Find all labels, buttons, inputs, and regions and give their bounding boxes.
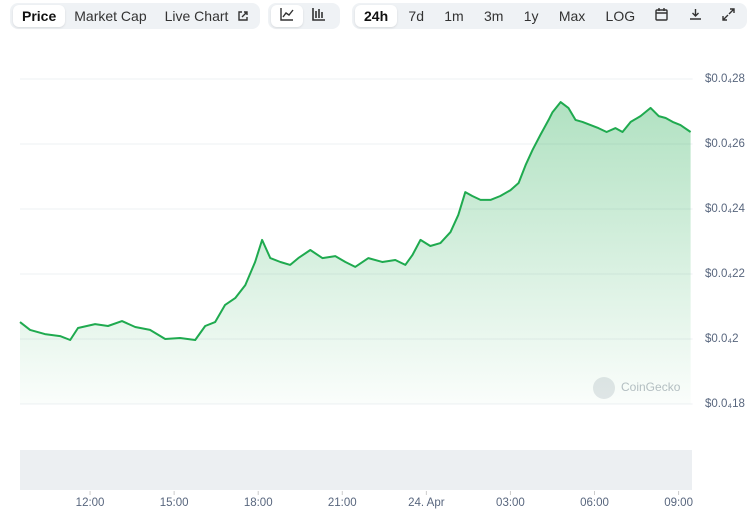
- view-button[interactable]: Market Cap: [74, 8, 147, 24]
- range-button[interactable]: 1y: [523, 8, 539, 24]
- calendar-button[interactable]: [646, 5, 677, 27]
- y-tick-label: $0.0₄18: [705, 398, 745, 410]
- range-button[interactable]: LOG: [605, 8, 636, 24]
- view-button[interactable]: Price: [13, 5, 66, 27]
- external-icon: [238, 11, 249, 21]
- range-button[interactable]: 24h: [355, 5, 398, 27]
- range-button[interactable]: 3m: [484, 8, 504, 24]
- x-tick-label: 18:00: [244, 497, 273, 509]
- watermark: CoinGecko: [621, 380, 681, 394]
- volume-band: [20, 450, 692, 490]
- y-tick-label: $0.0₄2: [705, 333, 738, 345]
- y-tick-label: $0.0₄22: [705, 268, 745, 280]
- range-button[interactable]: 7d: [408, 8, 424, 24]
- x-tick-label: 24. Apr: [408, 497, 445, 509]
- x-tick-label: 06:00: [580, 497, 609, 509]
- view-group: Price Market Cap Live Chart: [10, 3, 260, 29]
- y-tick-label: $0.0₄28: [705, 73, 745, 85]
- download-button[interactable]: [680, 5, 711, 27]
- y-tick-label: $0.0₄24: [705, 203, 745, 215]
- price-line: [19, 101, 692, 341]
- x-tick-label: 03:00: [496, 497, 525, 509]
- candle-chart-button[interactable]: [303, 5, 335, 27]
- range-button[interactable]: Max: [558, 8, 586, 24]
- view-button[interactable]: Live Chart: [164, 8, 229, 24]
- watermark-logo: [593, 377, 615, 399]
- fullscreen-button[interactable]: [713, 5, 744, 27]
- x-tick-label: 21:00: [328, 497, 357, 509]
- range-group: 24h 7d 1m 3m 1y Max LOG: [352, 3, 747, 29]
- price-area: [20, 102, 691, 404]
- x-tick-label: 09:00: [664, 497, 693, 509]
- range-button[interactable]: 1m: [444, 8, 464, 24]
- chart-type-group: [268, 3, 340, 29]
- line-chart-button[interactable]: [271, 5, 303, 27]
- y-tick-label: $0.0₄26: [705, 138, 745, 150]
- x-tick-label: 12:00: [76, 497, 105, 509]
- x-tick-label: 15:00: [160, 497, 189, 509]
